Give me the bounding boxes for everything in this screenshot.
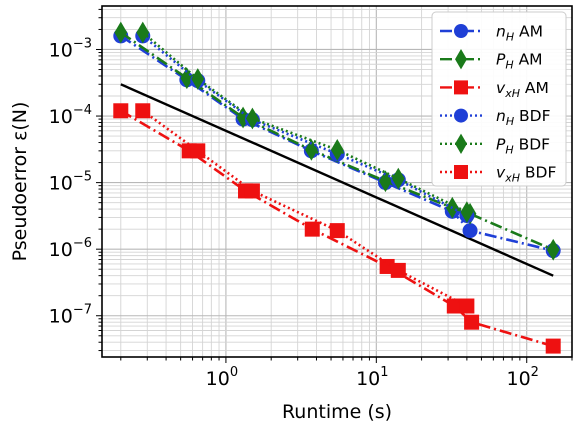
y-tick-label: 10−6 (49, 236, 92, 261)
data-point-vxh-bdf (459, 298, 475, 314)
data-point-vxh-am (304, 221, 320, 237)
data-point-ph-am (180, 67, 194, 90)
legend-marker-nh-bdf (454, 108, 468, 123)
legend-marker-ph-bdf (455, 133, 467, 154)
y-axis-label: Pseudoerror ε(N) (9, 102, 31, 262)
axis-ticks: 100 101 102 10−7 10−6 10−5 10−4 10−3 (49, 8, 573, 390)
data-point-vxh-am (545, 338, 561, 354)
legend-label-vxh-bdf: vxH BDF (496, 164, 556, 185)
data-point-ph-am (546, 238, 560, 261)
data-point-vxh-bdf (135, 103, 151, 119)
legend-marker-vxh-bdf (454, 165, 468, 179)
legend-label-vxh-am: vxH AM (496, 79, 549, 100)
plot-frame (101, 5, 573, 358)
data-point-vxh-am (113, 103, 129, 119)
data-point-ph-bdf (391, 167, 405, 190)
legend-label-nh-am: nH AM (496, 23, 543, 44)
series-nh-bdf (135, 28, 475, 224)
legend-marker-ph-am (455, 49, 467, 70)
data-point-ph-bdf (246, 107, 259, 130)
grid-lines (102, 6, 573, 357)
data-point-ph-bdf (136, 21, 150, 44)
x-tick-label: 101 (356, 365, 388, 390)
series-ph-bdf (136, 21, 474, 224)
x-tick-label: 102 (506, 365, 538, 390)
y-tick-label: 10−3 (49, 36, 92, 61)
series-line-nh-bdf (141, 34, 468, 217)
x-axis-label: Runtime (s) (282, 401, 392, 423)
series-vxh-bdf (135, 103, 475, 314)
reference-slope-line (120, 83, 554, 277)
x-tick-label: 100 (206, 365, 238, 390)
data-series (113, 21, 561, 354)
legend-marker-vxh-am (454, 80, 468, 95)
data-point-vxh-bdf (244, 183, 260, 199)
legend: nH AM PH AM vxH AM nH BDF PH BDF vxH BDF (431, 11, 567, 187)
y-tick-label: 10−5 (49, 170, 92, 195)
data-point-vxh-am (464, 314, 480, 330)
data-point-ph-bdf (191, 68, 205, 90)
data-point-ph-bdf (330, 139, 344, 161)
data-point-vxh-bdf (190, 143, 206, 159)
data-point-ph-am (305, 139, 318, 161)
data-point-nh-am (462, 223, 478, 239)
legend-marker-nh-am (454, 24, 468, 38)
legend-label-ph-am: PH AM (496, 51, 543, 72)
series-line-vxh-bdf (142, 109, 468, 308)
series-line-ph-bdf (141, 31, 468, 214)
legend-label-ph-bdf: PH BDF (496, 135, 550, 156)
y-tick-label: 10−7 (49, 303, 92, 328)
data-point-vxh-bdf (390, 262, 406, 278)
legend-label-nh-bdf: nH BDF (496, 107, 551, 128)
y-tick-label: 10−4 (49, 103, 92, 128)
data-point-ph-am (114, 21, 128, 44)
data-point-ph-bdf (460, 201, 474, 224)
reference-line (120, 83, 554, 277)
data-point-vxh-bdf (329, 223, 345, 239)
